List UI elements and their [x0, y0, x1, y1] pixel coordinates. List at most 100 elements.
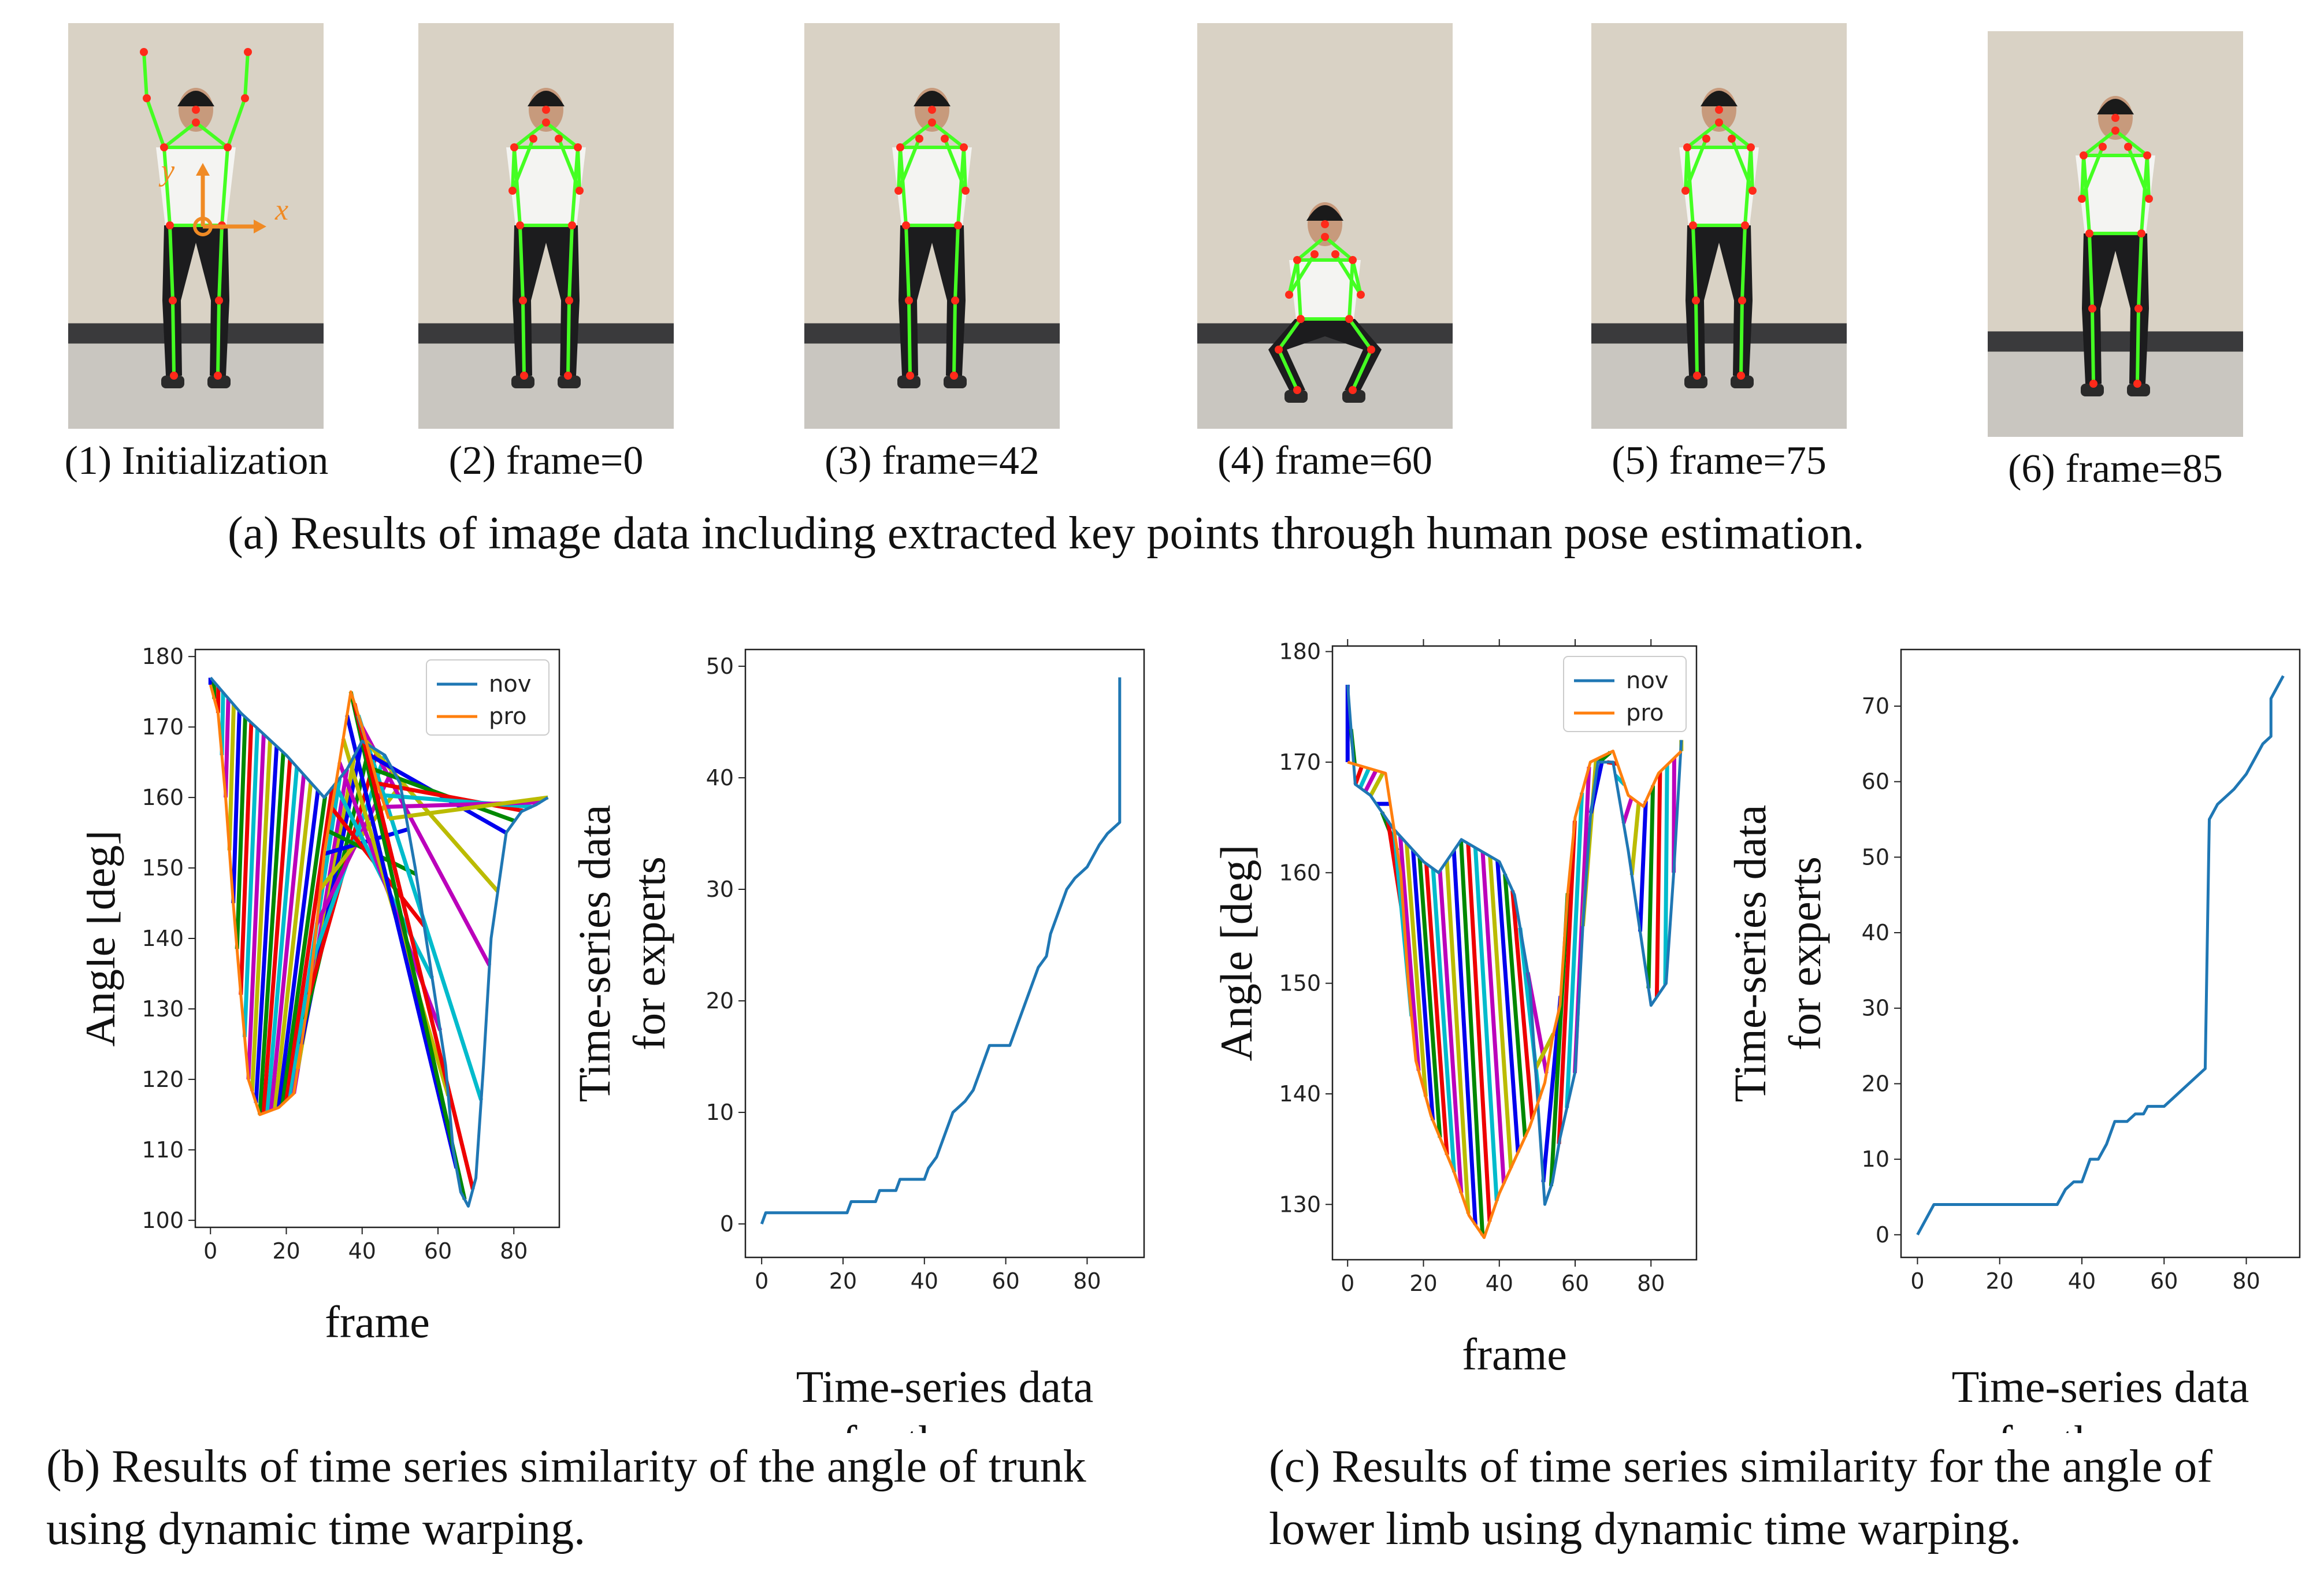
skeleton-bone: [907, 299, 912, 377]
x-tick-label: 0: [1341, 1271, 1354, 1296]
x-axis-label-line2: for the user: [1998, 1416, 2203, 1433]
keypoint-lw: [915, 135, 923, 143]
photo-hair: [177, 91, 214, 106]
keypoint-lh: [1689, 221, 1697, 229]
warp-line: [250, 740, 273, 1092]
skeleton-bone: [2136, 307, 2140, 385]
photo-shirt: [2076, 155, 2155, 233]
photo-shirt: [506, 147, 586, 225]
photo-right-shoe: [558, 376, 581, 388]
keypoint-ls: [1683, 143, 1691, 151]
keypoint-rh: [568, 221, 576, 229]
skeleton-bone: [2091, 307, 2095, 385]
x-tick-label: 40: [1486, 1271, 1513, 1296]
keypoint-la: [906, 372, 914, 380]
keypoint-rs: [1349, 256, 1357, 264]
skeleton-bone: [1686, 121, 1721, 149]
skeleton-bone: [513, 121, 548, 149]
y-tick-label: 20: [1862, 1071, 1889, 1096]
skeleton-bone: [1347, 258, 1354, 321]
skeleton-bone: [544, 121, 580, 149]
axis-x-label: x: [274, 194, 288, 227]
skeleton-bone: [162, 146, 172, 227]
y-tick-label: 160: [142, 785, 184, 810]
warp-line: [1417, 857, 1442, 1138]
x-tick-label: 40: [911, 1268, 938, 1294]
x-tick-label: 20: [829, 1268, 857, 1294]
chart-limb-angle: 0 20 40 60 80 130 140 150 160 170 180 nov pro frame An…: [1211, 639, 1698, 1379]
warp-line: [1621, 797, 1634, 824]
skeleton-bone: [2140, 154, 2149, 235]
warp-line: [352, 703, 475, 1190]
skeleton-bone: [220, 146, 229, 227]
skeleton-bone: [899, 146, 908, 227]
photo-hair: [914, 91, 951, 106]
warp-line: [1438, 870, 1464, 1193]
photo-baseboard: [418, 323, 674, 344]
y-tick-label: 60: [1862, 769, 1889, 795]
skeleton-bone: [2088, 232, 2094, 310]
warp-line: [246, 734, 266, 1080]
photo-left-shoe: [1684, 376, 1707, 388]
x-tick-label: 80: [2232, 1268, 2260, 1294]
warp-line: [1398, 836, 1421, 1071]
photo-shirt: [1289, 260, 1361, 319]
warp-line: [1488, 856, 1513, 1168]
skeleton-bone: [2114, 129, 2149, 157]
y-tick-label: 50: [706, 654, 734, 679]
keypoint-lh: [166, 221, 174, 229]
keypoint-ra: [564, 372, 572, 380]
series-line-pro: [209, 684, 391, 1116]
caption-b: (b) Results of time series similarity of…: [46, 1441, 1086, 1554]
skeleton-bone: [1717, 121, 1753, 149]
y-tick-label: 140: [1279, 1081, 1321, 1107]
warp-line: [227, 704, 236, 851]
photo-right-shoe: [944, 376, 967, 388]
warp-line: [261, 759, 292, 1114]
skeleton-bone: [1295, 258, 1302, 321]
y-tick-label: 130: [142, 996, 184, 1022]
keypoint-nose: [2111, 127, 2119, 135]
keypoint-ra: [1349, 386, 1357, 394]
photo-right-shoe: [1731, 376, 1754, 388]
axis-origin: [193, 217, 213, 236]
keypoint-lk: [905, 296, 913, 305]
keypoint-head: [1715, 106, 1723, 114]
photo-frame-42: [804, 23, 1060, 429]
warp-line: [1557, 821, 1577, 1144]
skeleton-bone: [904, 224, 911, 302]
y-axis-label: Time-series data: [1733, 805, 1775, 1103]
x-tick-label: 0: [755, 1268, 769, 1294]
y-tick-label: 0: [1876, 1222, 1889, 1248]
warp-line: [1629, 803, 1641, 875]
photo-floor: [1988, 351, 2243, 437]
keypoint-rk: [215, 296, 223, 305]
warp-line: [1466, 843, 1492, 1222]
warp-line: [388, 795, 548, 821]
warp-line: [254, 746, 279, 1103]
skeleton-bone: [194, 121, 229, 149]
skeleton-bone: [513, 146, 522, 227]
skeleton-bone: [953, 224, 960, 302]
keypoint-lh: [1297, 315, 1305, 323]
y-tick-label: 50: [1862, 844, 1889, 870]
y-tick-label: 20: [706, 988, 734, 1014]
photo-caption-5: (5) frame=75: [1612, 439, 1826, 483]
keypoint-la: [170, 372, 178, 380]
photo-hair: [2097, 99, 2134, 114]
photo-floor: [68, 343, 324, 429]
photo-left-shoe: [511, 376, 534, 388]
x-tick-label: 0: [203, 1238, 217, 1264]
warp-line: [1638, 801, 1648, 932]
photo-caption-1: (1) Initialization: [64, 439, 329, 483]
keypoint-re: [1748, 187, 1757, 195]
keypoint-head: [1321, 220, 1329, 228]
keypoint-nose: [928, 118, 936, 127]
y-axis-label: Time-series data: [578, 805, 619, 1103]
warp-line: [356, 714, 484, 1101]
photo-right-shoe: [2127, 384, 2150, 396]
warp-line: [1424, 863, 1449, 1155]
keypoint-ls: [160, 143, 168, 151]
keypoint-rs: [224, 143, 232, 151]
